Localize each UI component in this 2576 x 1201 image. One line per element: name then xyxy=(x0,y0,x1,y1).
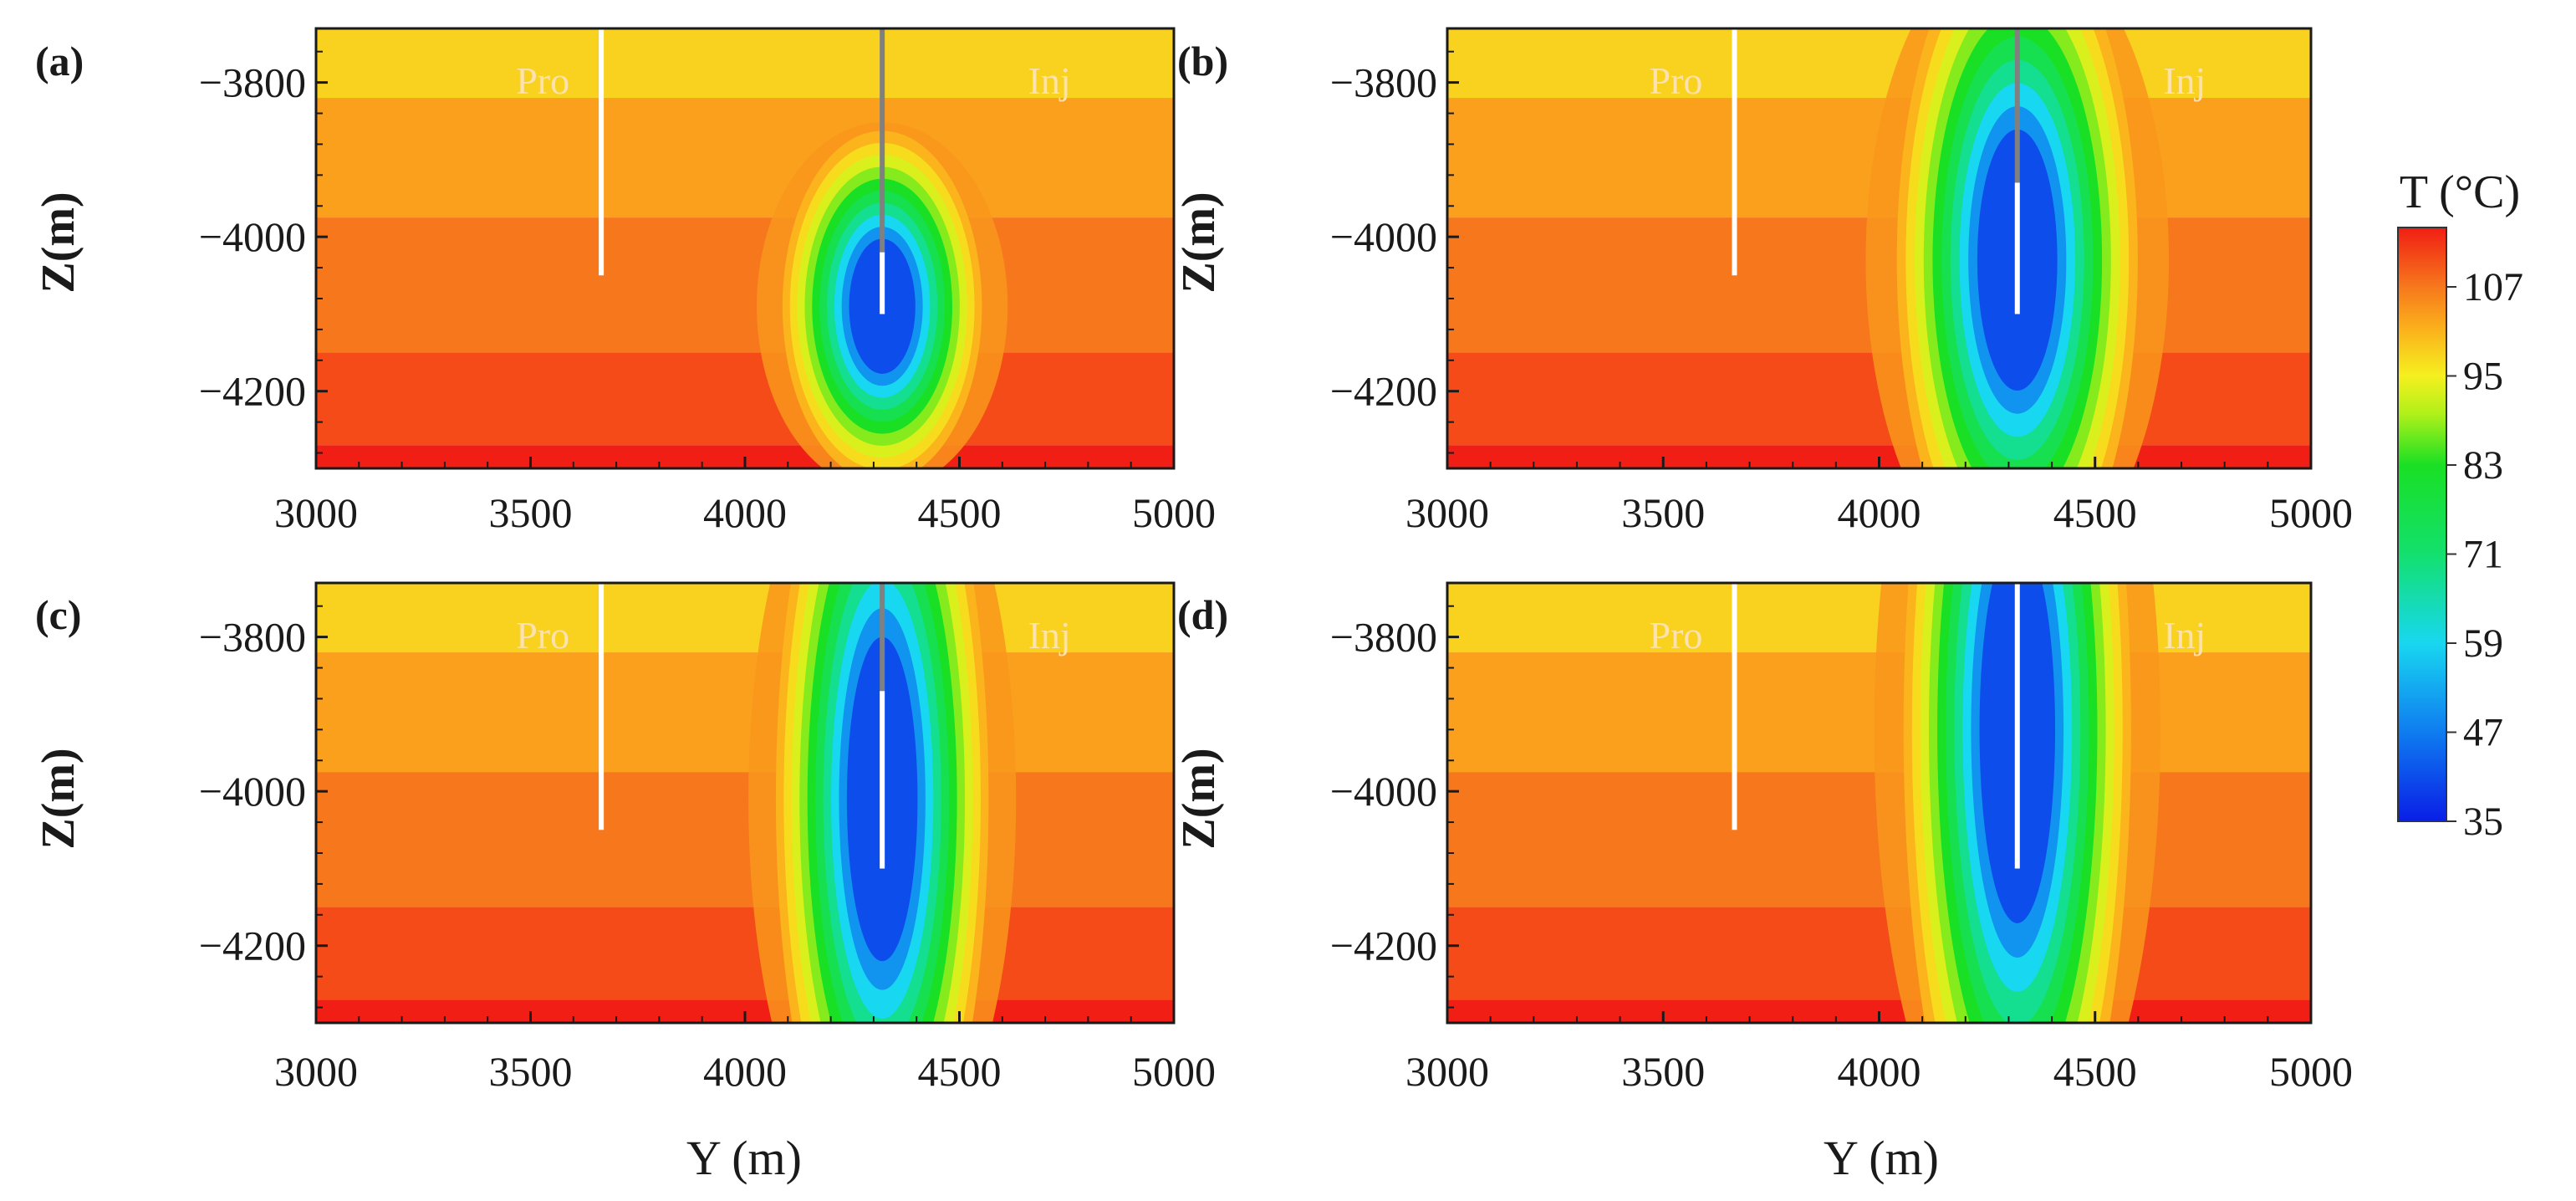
x-tick-label: 5000 xyxy=(1132,489,1216,536)
y-tick-label: −3800 xyxy=(199,59,306,106)
temperature-field xyxy=(1447,583,2311,1023)
temperature-field xyxy=(316,583,1174,1023)
x-tick-label: 4000 xyxy=(703,1048,787,1095)
panel-a: Pro Inj 3000 3500 4000 4500 5000 −3800 −4000 −420… xyxy=(33,27,1216,536)
temperature-layer xyxy=(316,28,1174,99)
injector-label: Inj xyxy=(2163,614,2206,657)
x-tick-label: 4000 xyxy=(703,489,787,536)
temperature-layer xyxy=(316,772,1174,907)
panel-label: (d) xyxy=(1177,591,1228,638)
x-tick-label: 3000 xyxy=(274,1048,358,1095)
temperature-field xyxy=(316,28,1174,468)
injector-label: Inj xyxy=(2163,59,2206,102)
panel-label: (a) xyxy=(35,38,84,84)
y-tick-label: −4200 xyxy=(1330,368,1437,415)
x-tick-label: 3500 xyxy=(489,489,573,536)
colorbar-tick-label: 47 xyxy=(2463,711,2503,755)
colorbar-tick-label: 83 xyxy=(2463,443,2503,488)
temperature-layer xyxy=(1447,907,2311,1000)
y-tick-label: −4000 xyxy=(1330,768,1437,815)
x-tick-label: 4500 xyxy=(2053,489,2137,536)
x-tick-label: 5000 xyxy=(1132,1048,1216,1095)
x-tick-label: 4500 xyxy=(918,489,1002,536)
y-tick-label: −4000 xyxy=(1330,213,1437,260)
producer-label: Pro xyxy=(1650,59,1703,102)
colorbar-title: T (°C) xyxy=(2400,166,2520,218)
x-tick-label: 4500 xyxy=(2053,1048,2137,1095)
y-axis-title: Z(m) xyxy=(1173,192,1225,293)
temperature-field xyxy=(1447,28,2311,468)
x-axis-title-right: Y (m) xyxy=(1824,1131,1939,1185)
temperature-layer xyxy=(316,583,1174,653)
y-axis-title: Z(m) xyxy=(1173,748,1225,849)
colorbar: T (°C) 107 95 83 71 59 47 35 xyxy=(2397,166,2523,844)
producer-label: Pro xyxy=(1650,614,1703,657)
colorbar-tick-label: 59 xyxy=(2463,621,2503,666)
producer-label: Pro xyxy=(516,614,569,657)
colorbar-gradient xyxy=(2397,227,2447,822)
y-tick-label: −3800 xyxy=(1330,614,1437,661)
y-tick-label: −4000 xyxy=(199,768,306,815)
temperature-layer xyxy=(316,217,1174,353)
x-tick-label: 3000 xyxy=(274,489,358,536)
colorbar-ticks: 107 95 83 71 59 47 35 xyxy=(2446,265,2523,844)
x-tick-label: 3500 xyxy=(489,1048,573,1095)
temperature-layer xyxy=(316,907,1174,1000)
x-tick-label: 5000 xyxy=(2269,1048,2353,1095)
colorbar-tick-label: 35 xyxy=(2463,800,2503,844)
y-axis-title: Z(m) xyxy=(33,192,84,293)
colorbar-tick-label: 107 xyxy=(2463,265,2523,309)
x-tick-label: 3000 xyxy=(1405,1048,1489,1095)
y-tick-label: −4200 xyxy=(199,922,306,969)
y-tick-label: −3800 xyxy=(1330,59,1437,106)
y-tick-label: −4000 xyxy=(199,213,306,260)
panel-c: Pro Inj 3000 3500 4000 4500 5000 −3800 −4000 −420… xyxy=(33,581,1216,1095)
colorbar-tick-label: 71 xyxy=(2463,533,2503,577)
injector-label: Inj xyxy=(1028,614,1071,657)
y-tick-label: −4200 xyxy=(1330,922,1437,969)
panels: Pro Inj 3000 3500 4000 4500 5000 −3800 −4000 −420… xyxy=(33,27,2353,1095)
y-axis-title: Z(m) xyxy=(33,748,84,849)
x-tick-label: 3500 xyxy=(1621,489,1705,536)
colorbar-tick-label: 95 xyxy=(2463,355,2503,399)
temperature-layer xyxy=(1447,28,2311,99)
x-tick-label: 3500 xyxy=(1621,1048,1705,1095)
injector-label: Inj xyxy=(1028,59,1071,102)
panel-d: Pro Inj 3000 3500 4000 4500 5000 −3800 −4000 −420… xyxy=(1173,581,2353,1095)
x-axis-titles: Y (m) Y (m) xyxy=(686,1131,1939,1185)
panel-label: (c) xyxy=(35,591,82,638)
producer-label: Pro xyxy=(516,59,569,102)
x-tick-label: 3000 xyxy=(1405,489,1489,536)
x-tick-label: 4500 xyxy=(918,1048,1002,1095)
panel-label: (b) xyxy=(1177,38,1228,84)
panel-b: Pro Inj 3000 3500 4000 4500 5000 −3800 −4000 −420… xyxy=(1173,27,2353,536)
x-tick-label: 4000 xyxy=(1838,1048,1921,1095)
y-tick-label: −4200 xyxy=(199,368,306,415)
x-tick-label: 4000 xyxy=(1838,489,1921,536)
x-axis-title-left: Y (m) xyxy=(686,1131,802,1185)
temperature-layer xyxy=(316,652,1174,773)
temperature-layer xyxy=(316,98,1174,218)
temperature-layer xyxy=(316,352,1174,446)
x-tick-label: 5000 xyxy=(2269,489,2353,536)
y-tick-label: −3800 xyxy=(199,614,306,661)
